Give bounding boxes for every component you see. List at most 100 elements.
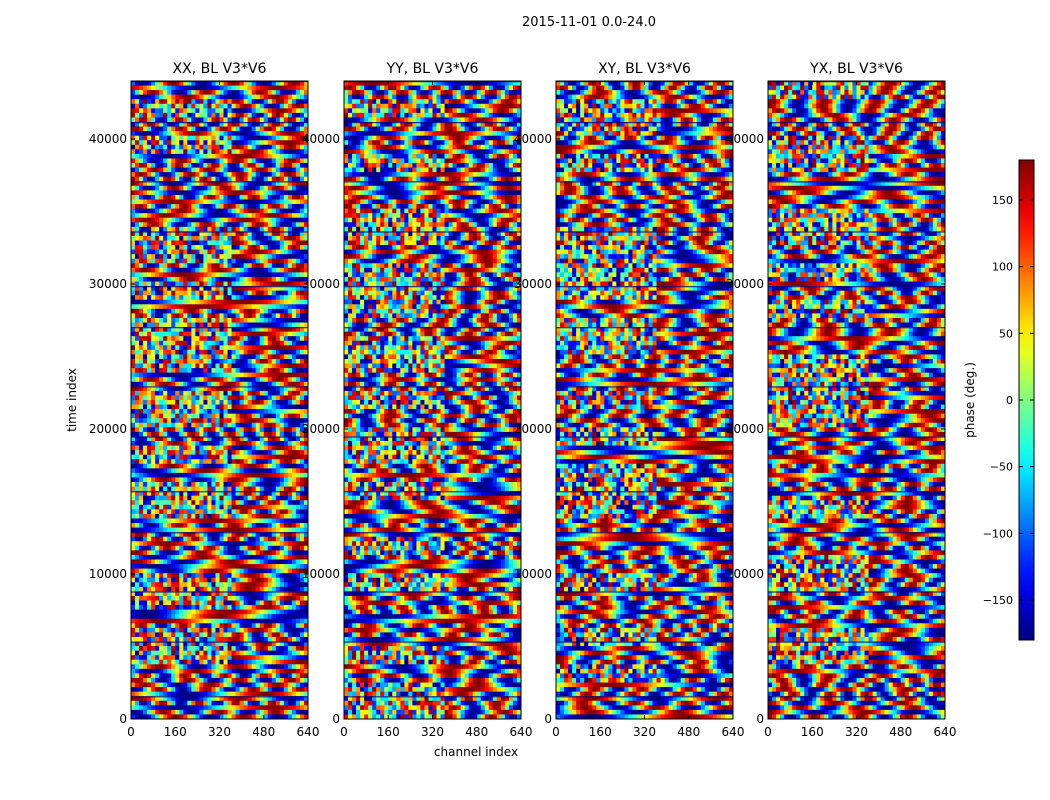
heatmap-cell: [171, 99, 176, 105]
heatmap-cell: [215, 454, 221, 460]
heatmap-cell: [267, 103, 273, 109]
heatmap-cell: [191, 541, 196, 547]
heatmap-cell: [171, 226, 176, 232]
heatmap-cell: [259, 263, 265, 269]
heatmap-cell: [303, 354, 308, 360]
heatmap-cell: [303, 272, 308, 278]
heatmap-cell: [283, 99, 289, 105]
heatmap-cell: [291, 267, 297, 273]
heatmap-cell: [247, 131, 253, 137]
heatmap-cell: [175, 245, 180, 251]
heatmap-cell: [151, 559, 156, 565]
heatmap-cell: [267, 523, 273, 529]
heatmap-cell: [259, 190, 265, 196]
heatmap-cell: [287, 336, 293, 342]
heatmap-cell: [271, 418, 277, 424]
heatmap-cell: [243, 381, 249, 387]
heatmap-cell: [175, 573, 180, 579]
heatmap-cell: [215, 482, 221, 488]
heatmap-cell: [143, 263, 148, 269]
heatmap-cell: [143, 436, 148, 442]
heatmap-cell: [247, 422, 253, 428]
heatmap-cell: [243, 153, 249, 160]
heatmap-cell: [199, 122, 205, 128]
heatmap-cell: [299, 263, 305, 269]
heatmap-cell: [303, 358, 308, 365]
heatmap-cell: [275, 431, 281, 438]
heatmap-cell: [187, 213, 192, 219]
heatmap-cell: [275, 276, 281, 283]
heatmap-cell: [263, 85, 269, 91]
heatmap-cell: [131, 504, 136, 510]
heatmap-cell: [255, 267, 261, 273]
heatmap-cell: [171, 363, 176, 369]
heatmap-cell: [231, 149, 237, 155]
heatmap-cell: [299, 459, 305, 465]
heatmap-cell: [175, 486, 180, 492]
heatmap-cell: [299, 304, 305, 310]
heatmap-cell: [255, 313, 261, 319]
heatmap-cell: [131, 112, 136, 119]
heatmap-cell: [299, 308, 305, 315]
heatmap-cell: [231, 431, 237, 438]
heatmap-cell: [263, 281, 269, 287]
heatmap-cell: [251, 577, 257, 583]
heatmap-cell: [203, 272, 209, 278]
heatmap-cell: [207, 327, 213, 333]
heatmap-cell: [207, 176, 213, 182]
heatmap-cell: [303, 372, 308, 378]
heatmap-cell: [275, 486, 281, 492]
heatmap-cell: [259, 545, 265, 551]
heatmap-cell: [207, 90, 213, 96]
heatmap-cell: [255, 290, 261, 296]
heatmap-cell: [207, 504, 213, 510]
heatmap-cell: [227, 204, 233, 210]
heatmap-cell: [263, 591, 269, 597]
heatmap-cell: [195, 377, 200, 383]
heatmap-cell: [155, 304, 160, 310]
heatmap-cell: [243, 90, 249, 96]
heatmap-cell: [155, 263, 160, 269]
heatmap-cell: [131, 276, 136, 283]
heatmap-cell: [135, 117, 140, 123]
heatmap-cell: [251, 368, 257, 374]
heatmap-cell: [223, 573, 229, 579]
heatmap-cell: [159, 573, 164, 579]
heatmap-cell: [279, 254, 285, 260]
heatmap-cell: [275, 267, 281, 273]
heatmap-cell: [199, 140, 205, 146]
heatmap-cell: [243, 363, 249, 369]
heatmap-cell: [235, 349, 241, 356]
heatmap-cell: [143, 568, 148, 574]
heatmap-cell: [303, 276, 308, 283]
heatmap-cell: [159, 354, 164, 360]
heatmap-cell: [151, 463, 156, 469]
heatmap-cell: [259, 295, 265, 301]
heatmap-cell: [175, 313, 180, 319]
heatmap-cell: [199, 249, 205, 255]
heatmap-cell: [275, 140, 281, 146]
heatmap-cell: [227, 559, 233, 565]
heatmap-cell: [163, 518, 168, 524]
heatmap-cell: [259, 554, 265, 561]
heatmap-cell: [223, 213, 229, 219]
heatmap-cell: [135, 304, 140, 310]
heatmap-cell: [235, 317, 241, 324]
heatmap-cell: [199, 267, 205, 273]
heatmap-cell: [259, 85, 265, 91]
heatmap-cell: [135, 190, 140, 196]
heatmap-cell: [187, 354, 192, 360]
heatmap-cell: [259, 372, 265, 378]
heatmap-cell: [275, 422, 281, 428]
heatmap-cell: [167, 295, 172, 301]
heatmap-cell: [227, 149, 233, 155]
heatmap-cell: [171, 249, 176, 255]
heatmap-cell: [247, 222, 253, 228]
heatmap-cell: [295, 459, 301, 465]
heatmap-cell: [263, 299, 269, 305]
heatmap-cell: [279, 99, 285, 105]
heatmap-cell: [247, 541, 253, 547]
heatmap-cell: [131, 90, 136, 96]
heatmap-cell: [163, 504, 168, 510]
